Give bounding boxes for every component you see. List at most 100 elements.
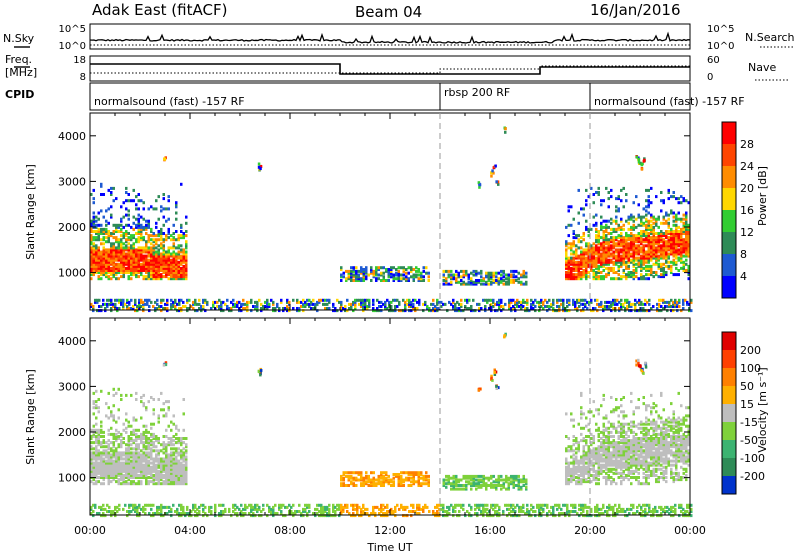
power-cell: [463, 281, 466, 284]
power-cell: [600, 236, 603, 239]
power-cell: [130, 226, 133, 229]
power-cell: [655, 410, 658, 413]
power-cell: [125, 230, 128, 233]
power-cell: [610, 468, 613, 471]
power-cell: [170, 246, 173, 249]
power-cell: [143, 218, 146, 221]
power-cell: [133, 228, 136, 231]
power-cell: [143, 275, 146, 278]
power-cell: [623, 205, 626, 208]
power-cell: [578, 234, 581, 237]
power-cell: [640, 482, 643, 485]
power-cell: [138, 246, 141, 249]
power-cell: [613, 267, 616, 270]
power-cell: [413, 268, 416, 271]
noise-left-tick-top: 10^5: [59, 24, 86, 35]
power-cell: [658, 275, 661, 278]
power-cell: [618, 406, 621, 409]
power-cell: [113, 224, 116, 227]
power-cell: [613, 435, 616, 438]
power-cell: [130, 451, 133, 454]
power-cell: [155, 453, 158, 456]
power-cell: [185, 240, 188, 243]
scatter-cell: [188, 299, 191, 302]
power-cell: [168, 228, 171, 231]
power-cell: [673, 224, 676, 227]
power-cell: [678, 248, 681, 251]
power-cell: [638, 214, 641, 217]
power-cell: [640, 437, 643, 440]
power-cell: [178, 437, 181, 440]
power-cell: [570, 242, 573, 245]
power-cell: [135, 218, 138, 221]
power-cell: [623, 476, 626, 479]
power-cell: [110, 187, 113, 190]
power-cell: [428, 275, 431, 278]
power-cell: [100, 435, 103, 438]
power-cell: [518, 272, 521, 275]
power-cell: [638, 453, 641, 456]
power-cell: [98, 218, 101, 221]
power-cell: [608, 431, 611, 434]
power-cell: [128, 236, 131, 239]
power-cell: [173, 236, 176, 239]
power-cell: [675, 224, 678, 227]
power-cell: [650, 470, 653, 473]
power-cell: [428, 272, 431, 275]
power-cell: [388, 268, 391, 271]
power-cell: [570, 468, 573, 471]
power-cell: [583, 232, 586, 235]
power-cell: [113, 199, 116, 202]
power-cell: [363, 268, 366, 271]
power-cell: [185, 234, 188, 237]
power-cell: [660, 273, 663, 276]
scatter-cell: [130, 299, 133, 302]
power-cell: [473, 270, 476, 273]
power-cell: [668, 214, 671, 217]
noise-right-label: N.Search: [745, 31, 795, 44]
power-cell: [623, 275, 626, 278]
power-cell: [635, 234, 638, 237]
power-cell: [130, 480, 133, 483]
power-cell: [635, 425, 638, 428]
power-cell: [600, 453, 603, 456]
power-cell: [145, 435, 148, 438]
power-cell: [648, 462, 651, 465]
power-cell: [615, 220, 618, 223]
power-cell: [185, 222, 188, 225]
power-cell: [673, 195, 676, 198]
scatter-cell: [432, 299, 435, 302]
power-cell: [155, 238, 158, 241]
power-cell: [175, 230, 178, 233]
power-cell: [153, 449, 156, 452]
power-cell: [658, 476, 661, 479]
power-cell: [578, 246, 581, 249]
power-cell: [593, 246, 596, 249]
power-cell: [140, 453, 143, 456]
power-cell: [620, 232, 623, 235]
power-cell: [150, 427, 153, 430]
power-cell: [575, 273, 578, 276]
power-cell: [140, 400, 143, 403]
power-cell: [383, 275, 386, 278]
power-cell: [360, 266, 363, 269]
power-cell: [413, 274, 416, 277]
power-cell: [580, 466, 583, 469]
sparse-cell: [490, 175, 493, 178]
power-colorbar-label: Power [dB]: [756, 166, 769, 226]
power-cell: [153, 408, 156, 411]
power-cell: [568, 242, 571, 245]
power-cell: [640, 246, 643, 249]
cpid-label: CPID: [5, 88, 34, 101]
power-cell: [153, 423, 156, 426]
power-cell: [513, 274, 516, 277]
power-cell: [118, 478, 121, 481]
power-cell: [133, 199, 136, 202]
power-cell: [650, 421, 653, 424]
power-cell: [98, 246, 101, 249]
power-cell: [143, 425, 146, 428]
plot-title: Adak East (fitACF): [92, 1, 227, 19]
power-cell: [615, 216, 618, 219]
power-cell: [120, 439, 123, 442]
power-cell: [578, 189, 581, 192]
